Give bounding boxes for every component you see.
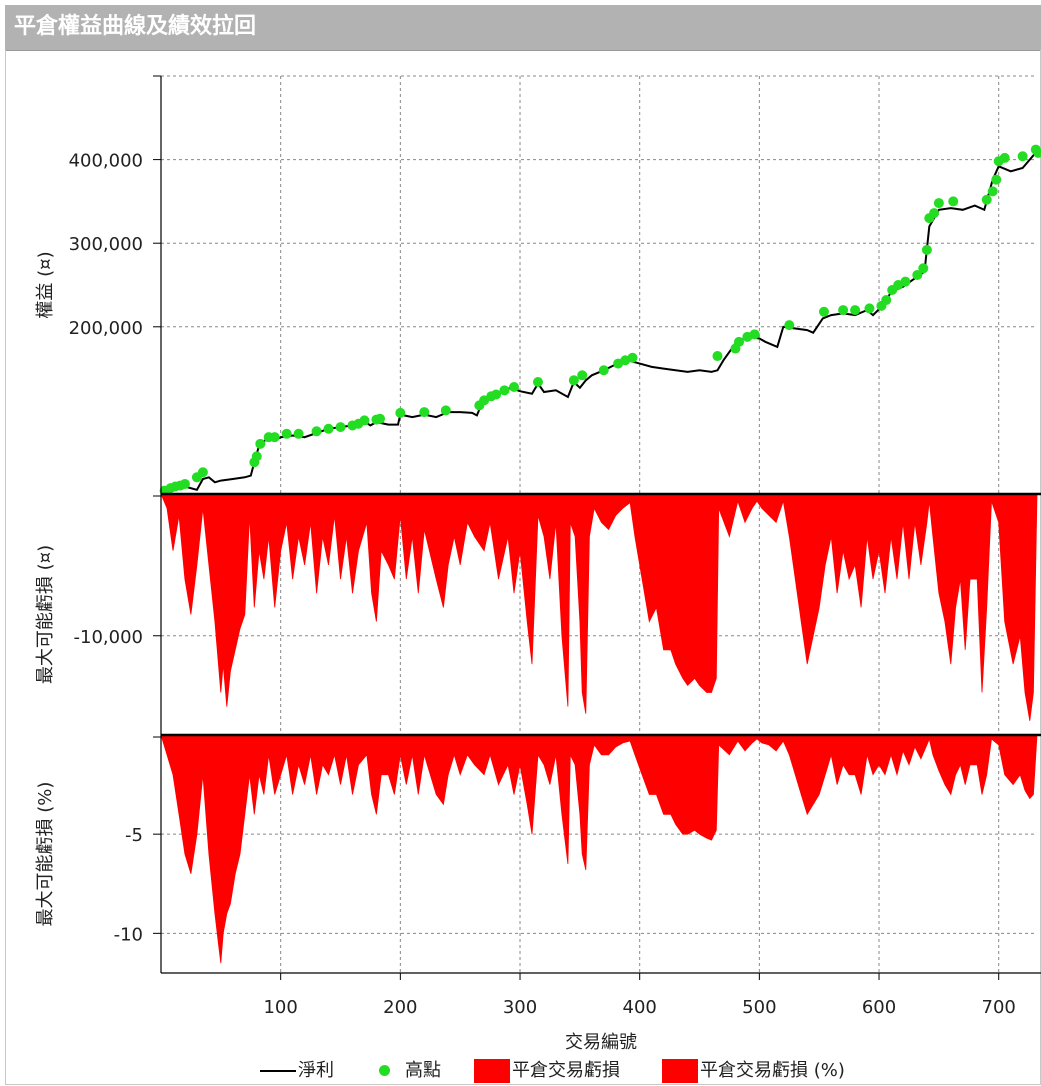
- high-point-marker: [933, 198, 944, 209]
- high-point-marker: [577, 370, 588, 381]
- high-point-marker: [850, 305, 861, 316]
- legend-box-swatch-pct: [662, 1059, 698, 1083]
- high-point-marker: [598, 365, 609, 376]
- x-tick-label: 100: [263, 997, 297, 1018]
- high-point-marker: [948, 196, 959, 207]
- x-axis-label: 交易編號: [565, 1032, 637, 1053]
- y-axis-label: 最大可能虧損 (%): [35, 782, 56, 927]
- high-point-marker: [509, 381, 520, 392]
- high-point-marker: [838, 305, 849, 316]
- series-area-drawdown: [160, 493, 1038, 721]
- high-point-marker: [784, 320, 795, 331]
- high-point-marker: [912, 269, 923, 280]
- y-tick-label: 300,000: [69, 234, 143, 255]
- high-point-marker: [921, 244, 932, 255]
- axis-layer: 200,000 300,000 400,000 權益 (¤) -10,000 最大可能虧損…: [35, 75, 1041, 1053]
- x-tick-label: 700: [982, 997, 1016, 1018]
- series-area-drawdown: [160, 734, 1038, 964]
- high-point-marker: [881, 295, 892, 306]
- grid-layer: [161, 75, 1037, 973]
- high-point-marker: [981, 194, 992, 205]
- high-point-marker: [929, 208, 940, 219]
- legend-label-net-profit: 淨利: [298, 1060, 334, 1081]
- y-tick-label: 400,000: [69, 151, 143, 172]
- y-tick-label: -10,000: [74, 627, 143, 648]
- legend: 淨利 高點 平倉交易虧損 平倉交易虧損 (%): [0, 1058, 1041, 1084]
- high-point-marker: [335, 422, 346, 433]
- x-tick-label: 400: [623, 997, 657, 1018]
- high-point-marker: [999, 152, 1010, 163]
- high-point-marker: [712, 351, 723, 362]
- high-point-marker: [179, 478, 190, 489]
- high-point-marker: [918, 263, 929, 274]
- high-point-marker: [499, 385, 510, 396]
- high-point-marker: [734, 336, 745, 347]
- y-tick-label: -5: [125, 825, 143, 846]
- high-point-marker: [1033, 147, 1041, 158]
- chart-title: 平倉權益曲線及績效拉回: [14, 14, 257, 39]
- high-point-marker: [251, 451, 262, 462]
- y-axis-label: 最大可能虧損 (¤): [35, 545, 56, 684]
- legend-label-drawdown-pct: 平倉交易虧損 (%): [700, 1060, 845, 1081]
- x-tick-label: 500: [742, 997, 776, 1018]
- y-tick-label: -10: [114, 924, 143, 945]
- legend-label-high-points: 高點: [405, 1060, 441, 1081]
- chart-header: 平倉權益曲線及績效拉回: [5, 5, 1041, 51]
- legend-label-drawdown: 平倉交易虧損: [512, 1060, 620, 1081]
- high-point-marker: [359, 415, 370, 426]
- high-point-marker: [568, 375, 579, 386]
- high-point-marker: [440, 405, 451, 416]
- high-point-marker: [627, 352, 638, 363]
- high-point-marker: [749, 329, 760, 340]
- x-tick-label: 200: [383, 997, 417, 1018]
- legend-box-swatch: [474, 1059, 510, 1083]
- high-point-marker: [491, 389, 502, 400]
- y-tick-label: 200,000: [69, 318, 143, 339]
- high-point-marker: [281, 428, 292, 439]
- high-point-marker: [375, 413, 385, 424]
- high-point-marker: [197, 467, 208, 478]
- high-point-marker: [395, 407, 406, 418]
- series-layer: [159, 144, 1041, 964]
- high-point-marker: [818, 306, 829, 317]
- high-point-marker: [293, 428, 304, 439]
- high-point-marker: [255, 438, 266, 449]
- series-line-net-profit: [161, 150, 1038, 493]
- high-point-marker: [864, 303, 875, 314]
- legend-line-swatch: [260, 1070, 296, 1072]
- y-axis-label: 權益 (¤): [35, 251, 56, 318]
- high-point-marker: [987, 186, 998, 197]
- legend-dot-swatch: [379, 1065, 390, 1076]
- high-point-marker: [991, 174, 1002, 185]
- x-tick-label: 300: [503, 997, 537, 1018]
- high-point-marker: [323, 423, 334, 434]
- high-point-marker: [532, 376, 543, 387]
- x-tick-label: 600: [862, 997, 896, 1018]
- high-point-marker: [1017, 151, 1028, 162]
- high-point-marker: [311, 426, 322, 437]
- high-point-marker: [419, 407, 430, 418]
- high-point-marker: [900, 276, 911, 287]
- high-point-marker: [269, 432, 280, 443]
